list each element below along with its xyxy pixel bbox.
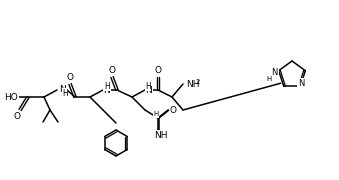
Text: NH: NH [154,130,168,140]
Text: O: O [14,111,20,120]
Text: 2: 2 [196,79,200,85]
Text: H: H [104,82,110,91]
Text: N: N [146,86,152,94]
Text: N: N [59,84,65,93]
Text: H: H [145,82,151,91]
Text: H: H [153,111,159,117]
Text: O: O [66,73,74,82]
Text: H: H [266,76,271,82]
Text: N: N [298,79,304,88]
Text: HO: HO [4,93,18,102]
Text: H: H [62,89,68,98]
Text: N: N [104,86,111,94]
Text: NH: NH [186,80,199,89]
Text: O: O [170,105,177,114]
Text: N: N [272,68,278,77]
Text: O: O [108,66,116,75]
Text: O: O [155,66,161,75]
